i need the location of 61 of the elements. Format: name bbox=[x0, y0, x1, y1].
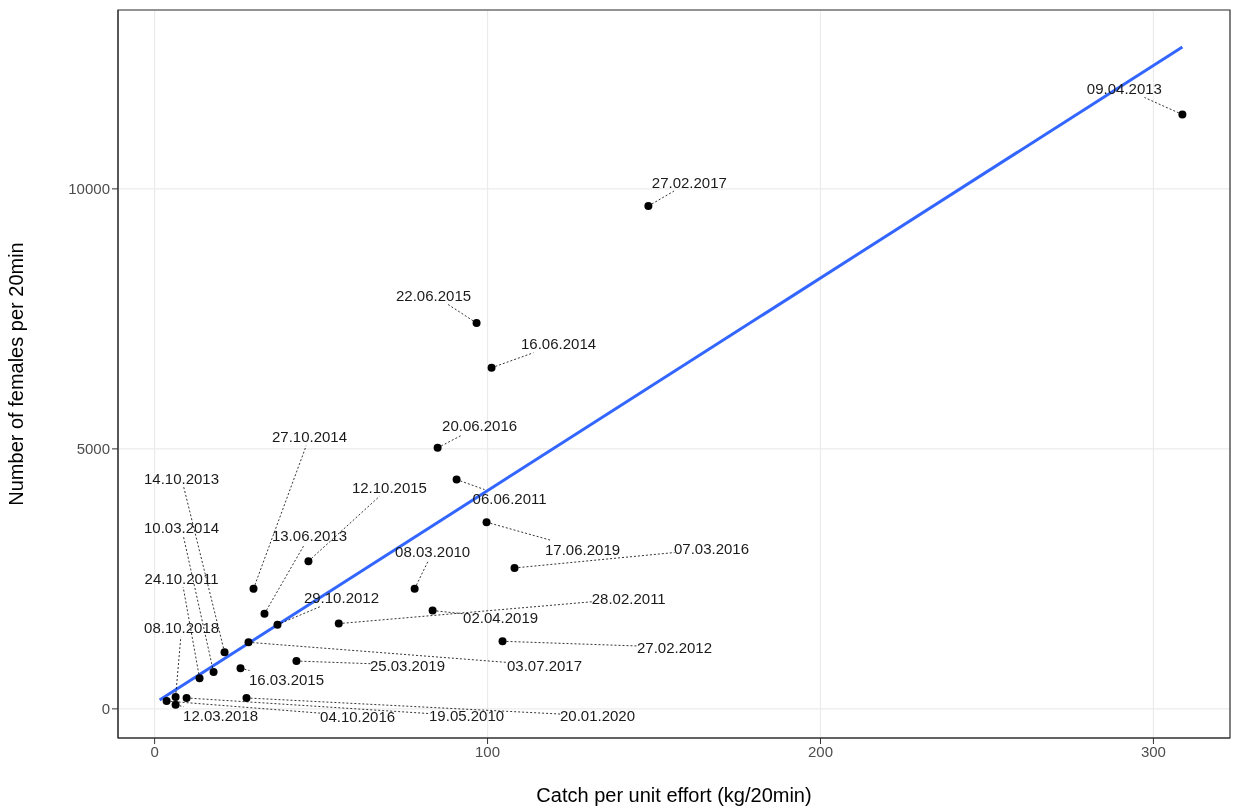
y-axis-title: Number of females per 20min bbox=[5, 242, 28, 506]
data-label: 20.01.2020 bbox=[559, 707, 636, 725]
data-label: 10.03.2014 bbox=[144, 519, 220, 537]
point bbox=[452, 475, 461, 484]
data-label: 27.10.2014 bbox=[271, 428, 348, 446]
y-tick-label: 0 bbox=[101, 700, 110, 718]
data-label: 16.06.2014 bbox=[521, 335, 597, 353]
x-tick-label: 200 bbox=[807, 742, 834, 760]
y-tick-label: 5000 bbox=[76, 440, 110, 458]
point bbox=[510, 563, 519, 572]
point bbox=[273, 620, 282, 629]
point bbox=[498, 637, 507, 646]
point bbox=[220, 648, 229, 657]
data-label: 12.10.2015 bbox=[351, 478, 427, 496]
data-label: 27.02.2012 bbox=[637, 638, 713, 656]
data-label: 06.06.2011 bbox=[472, 490, 547, 508]
point bbox=[260, 609, 269, 618]
point bbox=[244, 638, 253, 647]
y-tick-label: 10000 bbox=[68, 180, 110, 198]
point bbox=[249, 584, 258, 593]
data-label: 19.05.2010 bbox=[429, 707, 505, 725]
x-tick-label: 100 bbox=[475, 742, 501, 760]
data-label: 17.06.2019 bbox=[545, 540, 621, 558]
data-label: 12.03.2018 bbox=[183, 707, 259, 725]
data-label: 07.03.2016 bbox=[673, 540, 750, 558]
point bbox=[304, 557, 313, 566]
point bbox=[236, 664, 245, 673]
data-label: 04.10.2016 bbox=[320, 707, 396, 725]
point bbox=[433, 443, 442, 452]
point bbox=[182, 693, 191, 702]
data-label: 22.06.2015 bbox=[396, 286, 472, 304]
point bbox=[242, 693, 251, 702]
x-axis-title: Catch per unit effort (kg/20min) bbox=[536, 784, 812, 806]
data-label: 14.10.2013 bbox=[144, 469, 220, 487]
x-tick-label: 300 bbox=[1140, 742, 1166, 760]
point bbox=[334, 619, 343, 628]
point bbox=[482, 518, 491, 527]
point bbox=[428, 606, 437, 615]
point bbox=[209, 667, 218, 676]
data-label: 08.03.2010 bbox=[395, 543, 471, 561]
data-label: 27.02.2017 bbox=[651, 173, 727, 191]
data-label: 02.04.2019 bbox=[463, 609, 539, 627]
data-label: 25.03.2019 bbox=[369, 656, 445, 674]
data-label: 16.03.2015 bbox=[248, 670, 325, 688]
point bbox=[195, 674, 204, 683]
point bbox=[171, 700, 180, 709]
point bbox=[410, 584, 419, 593]
point bbox=[1178, 110, 1187, 119]
data-label: 20.06.2016 bbox=[442, 417, 518, 435]
x-tick-label: 0 bbox=[150, 742, 159, 760]
data-label: 28.02.2011 bbox=[591, 590, 666, 608]
data-label: 08.10.2018 bbox=[144, 619, 220, 637]
point bbox=[162, 697, 171, 706]
point bbox=[292, 657, 301, 666]
point bbox=[472, 319, 481, 328]
point bbox=[487, 363, 496, 372]
data-label: 13.06.2013 bbox=[271, 527, 348, 545]
point bbox=[644, 202, 653, 211]
data-label: 03.07.2017 bbox=[506, 656, 583, 674]
point bbox=[171, 692, 180, 701]
data-label: 24.10.2011 bbox=[144, 569, 219, 587]
